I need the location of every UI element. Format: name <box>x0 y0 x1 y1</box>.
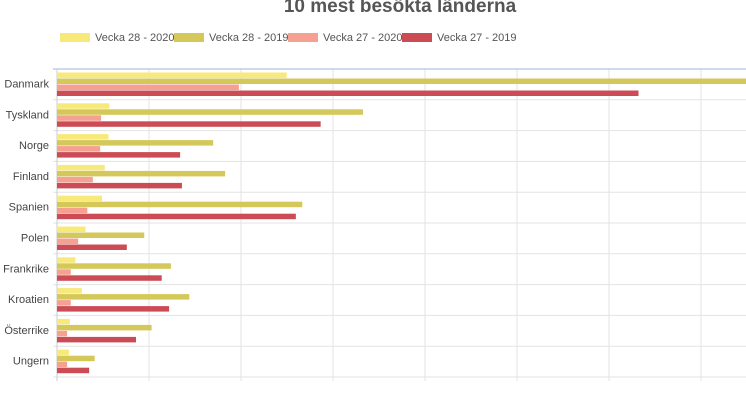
bar-frankrike-series-4[interactable] <box>57 275 162 281</box>
legend-swatch <box>60 32 90 42</box>
category-label: Tyskland <box>6 109 49 121</box>
bar-kroatien-series-4[interactable] <box>57 306 170 312</box>
bar-ungern-series-1[interactable] <box>57 349 69 356</box>
legend-swatch <box>402 32 432 42</box>
bar-ungern-series-4[interactable] <box>57 367 90 374</box>
bar-danmark-series-1[interactable] <box>57 72 287 79</box>
bar-danmark-series-3[interactable] <box>57 84 239 91</box>
category-label: Polen <box>21 233 49 245</box>
bar-polen-series-1[interactable] <box>57 226 86 233</box>
bar-österrike-series-4[interactable] <box>57 336 137 343</box>
bar-frankrike-series-3[interactable] <box>57 269 71 275</box>
bar-norge-series-2[interactable] <box>57 140 214 146</box>
category-label: Norge <box>19 140 49 152</box>
bar-frankrike-series-2[interactable] <box>57 263 171 269</box>
bar-tyskland-series-3[interactable] <box>57 115 102 121</box>
bar-polen-series-3[interactable] <box>57 238 79 245</box>
bar-kroatien-series-3[interactable] <box>57 300 71 306</box>
bar-spanien-series-3[interactable] <box>57 207 88 214</box>
category-label: Finland <box>13 171 49 183</box>
bar-ungern-series-3[interactable] <box>57 361 68 368</box>
chart-title: 10 mest besökta länderna <box>283 0 517 17</box>
legend-swatch <box>174 32 204 42</box>
bar-finland-series-2[interactable] <box>57 170 226 177</box>
bar-polen-series-4[interactable] <box>57 244 127 251</box>
bar-norge-series-1[interactable] <box>57 134 109 140</box>
legend-label: Vecka 27 - 2020 <box>323 32 403 44</box>
category-label: Frankrike <box>3 263 49 275</box>
category-label: Danmark <box>4 79 49 91</box>
bar-norge-series-3[interactable] <box>57 146 101 152</box>
legend-swatch <box>288 32 318 42</box>
bar-norge-series-4[interactable] <box>57 152 181 158</box>
legend-item[interactable]: Vecka 27 - 2019 <box>402 32 517 44</box>
bar-danmark-series-4[interactable] <box>57 90 639 97</box>
legend-label: Vecka 28 - 2019 <box>209 32 289 44</box>
bar-tyskland-series-1[interactable] <box>57 103 110 109</box>
bar-finland-series-1[interactable] <box>57 164 105 171</box>
bar-österrike-series-2[interactable] <box>57 324 152 331</box>
bar-finland-series-3[interactable] <box>57 176 93 183</box>
bar-österrike-series-3[interactable] <box>57 330 68 337</box>
bar-tyskland-series-4[interactable] <box>57 121 321 127</box>
category-label: Spanien <box>9 202 49 214</box>
bar-spanien-series-4[interactable] <box>57 213 296 220</box>
bar-danmark-series-2[interactable] <box>57 78 746 85</box>
legend-label: Vecka 27 - 2019 <box>437 32 517 44</box>
legend-label: Vecka 28 - 2020 <box>95 32 175 44</box>
bar-kroatien-series-2[interactable] <box>57 294 190 300</box>
bar-spanien-series-2[interactable] <box>57 201 303 208</box>
category-label: Kroatien <box>8 294 49 306</box>
legend-item[interactable]: Vecka 27 - 2020 <box>288 32 403 44</box>
bar-ungern-series-2[interactable] <box>57 355 95 362</box>
legend-item[interactable]: Vecka 28 - 2020 <box>60 32 175 44</box>
bar-finland-series-4[interactable] <box>57 182 182 189</box>
legend-item[interactable]: Vecka 28 - 2019 <box>174 32 289 44</box>
bar-österrike-series-1[interactable] <box>57 318 70 325</box>
bar-spanien-series-1[interactable] <box>57 195 103 202</box>
category-label: Ungern <box>13 356 49 368</box>
bar-tyskland-series-2[interactable] <box>57 109 363 115</box>
bar-kroatien-series-1[interactable] <box>57 288 82 294</box>
bar-polen-series-2[interactable] <box>57 232 145 239</box>
category-label: Österrike <box>4 325 49 337</box>
bar-frankrike-series-1[interactable] <box>57 257 76 263</box>
